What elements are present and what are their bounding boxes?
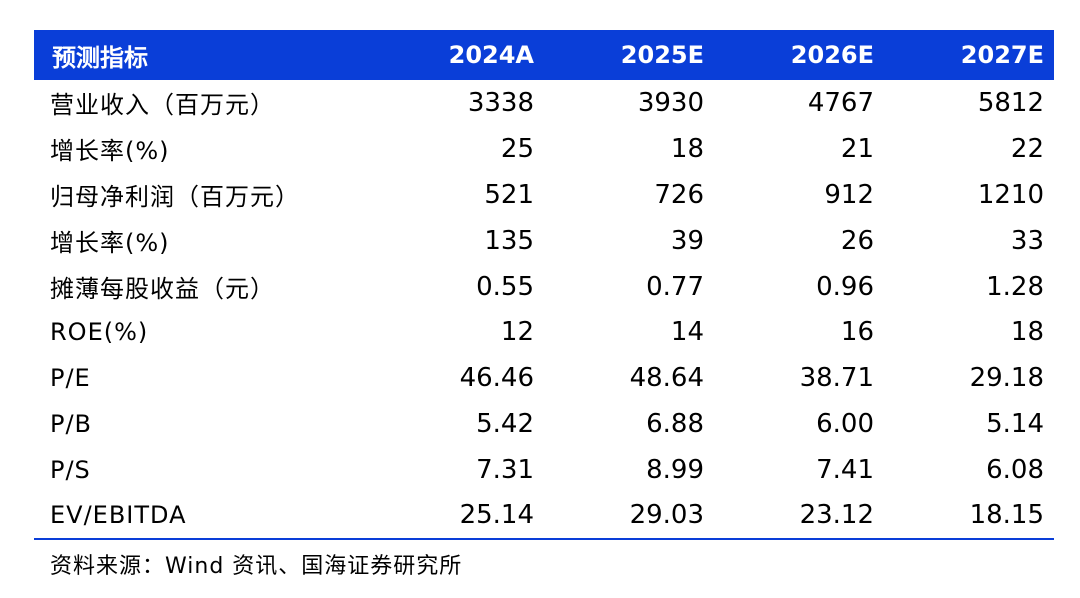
table-cell: 521 [484,179,534,210]
header-cell-indicator: 预测指标 [52,43,148,72]
table-cell: 33 [1010,225,1044,256]
table-cell: 5.14 [986,409,1044,440]
table-cell: 25 [500,133,534,164]
table-cell: 46.46 [459,363,534,394]
table-cell: 1210 [977,179,1044,210]
source-note: 资料来源：Wind 资讯、国海证券研究所 [50,554,463,579]
row-label: ROE(%) [50,318,149,347]
table-row: 营业收入（百万元） 3338 3930 4767 5812 [34,80,1054,126]
table-cell: 14 [670,317,704,348]
table-cell: 16 [840,317,874,348]
row-label: EV/EBITDA [34,493,374,540]
header-cell-2027e: 2027E [960,41,1044,69]
table-cell: 7.31 [476,455,534,486]
table-cell: 726 [654,179,704,210]
header-row: 预测指标 2024A 2025E 2026E 2027E [34,30,1054,80]
table-cell: 29.03 [544,493,714,540]
table-cell: 18 [1010,317,1044,348]
table-body: 营业收入（百万元） 3338 3930 4767 5812 增长率(%) 25 … [34,80,1054,540]
table-cell: 21 [840,133,874,164]
table-cell: 38.71 [799,363,874,394]
table-cell: 0.55 [476,271,534,302]
table-cell: 22 [1010,133,1044,164]
table-cell: 5.42 [476,409,534,440]
row-label: 增长率(%) [50,137,170,166]
table-row: 摊薄每股收益（元） 0.55 0.77 0.96 1.28 [34,264,1054,310]
row-label: P/S [50,456,91,485]
table-row: P/E 46.46 48.64 38.71 29.18 [34,355,1054,401]
table-cell: 23.12 [714,493,884,540]
table-cell: 4767 [807,87,874,118]
table-row: P/S 7.31 8.99 7.41 6.08 [34,447,1054,493]
table-cell: 18.15 [884,493,1054,540]
table-cell: 5812 [977,87,1044,118]
table-row: EV/EBITDA 25.14 29.03 23.12 18.15 [34,493,1054,540]
header-cell-2024a: 2024A [448,41,534,69]
table-row: 归母净利润（百万元） 521 726 912 1210 [34,172,1054,218]
table-row: 增长率(%) 135 39 26 33 [34,218,1054,264]
table-cell: 26 [840,225,874,256]
table-cell: 1.28 [986,271,1044,302]
row-label: P/E [50,364,91,393]
table-cell: 912 [824,179,874,210]
row-label: P/B [50,410,93,439]
table-row: ROE(%) 12 14 16 18 [34,309,1054,355]
forecast-table: 预测指标 2024A 2025E 2026E 2027E 营业收入（百万元） 3… [34,30,1054,540]
table-cell: 29.18 [969,363,1044,394]
table-cell: 48.64 [629,363,704,394]
row-label: 增长率(%) [50,229,170,258]
table-cell: 18 [670,133,704,164]
table-cell: 6.88 [646,409,704,440]
table-cell: 7.41 [816,455,874,486]
header-cell-2026e: 2026E [790,41,874,69]
table-cell: 12 [500,317,534,348]
table-row: 增长率(%) 25 18 21 22 [34,126,1054,172]
table-cell: 25.14 [374,493,544,540]
table-row: P/B 5.42 6.88 6.00 5.14 [34,401,1054,447]
table-cell: 6.08 [986,455,1044,486]
row-label: 摊薄每股收益（元） [50,275,275,303]
table-cell: 0.96 [816,271,874,302]
table-header: 预测指标 2024A 2025E 2026E 2027E [34,30,1054,80]
table-cell: 39 [670,225,704,256]
header-cell-2025e: 2025E [620,41,704,69]
row-label: 营业收入（百万元） [50,91,275,120]
table-cell: 0.77 [646,271,704,302]
row-label: 归母净利润（百万元） [50,183,300,212]
table-cell: 3338 [467,87,534,118]
table-cell: 3930 [637,87,704,118]
forecast-table-container: 预测指标 2024A 2025E 2026E 2027E 营业收入（百万元） 3… [34,30,1054,540]
table-cell: 6.00 [816,409,874,440]
table-cell: 135 [484,225,534,256]
table-cell: 8.99 [646,455,704,486]
